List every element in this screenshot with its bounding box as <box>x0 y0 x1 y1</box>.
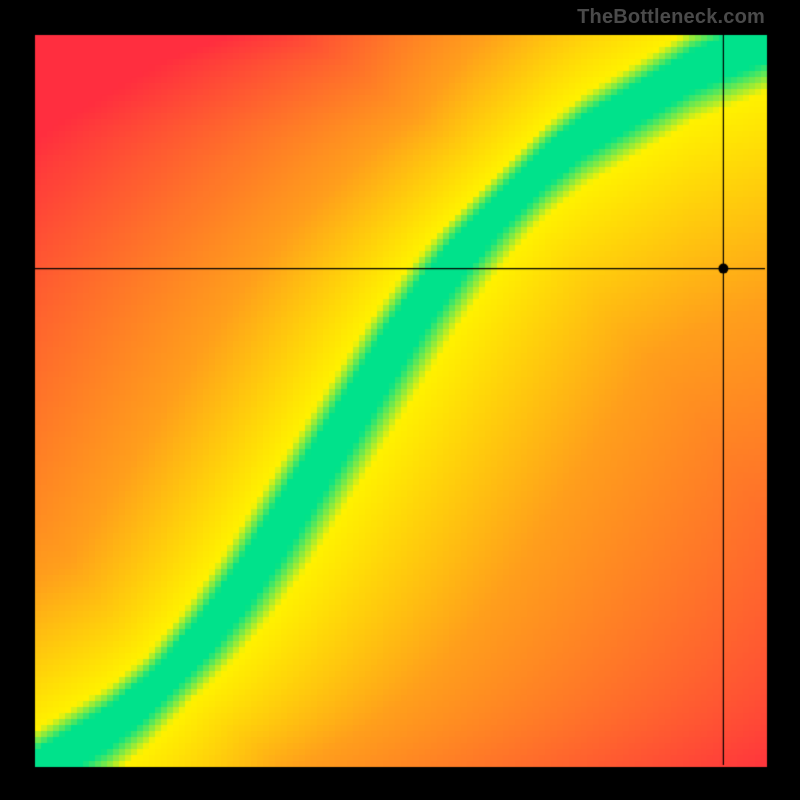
watermark-text: TheBottleneck.com <box>577 6 765 29</box>
bottleneck-heatmap-canvas <box>0 0 800 800</box>
bottleneck-heatmap-container: TheBottleneck.com <box>0 0 800 800</box>
